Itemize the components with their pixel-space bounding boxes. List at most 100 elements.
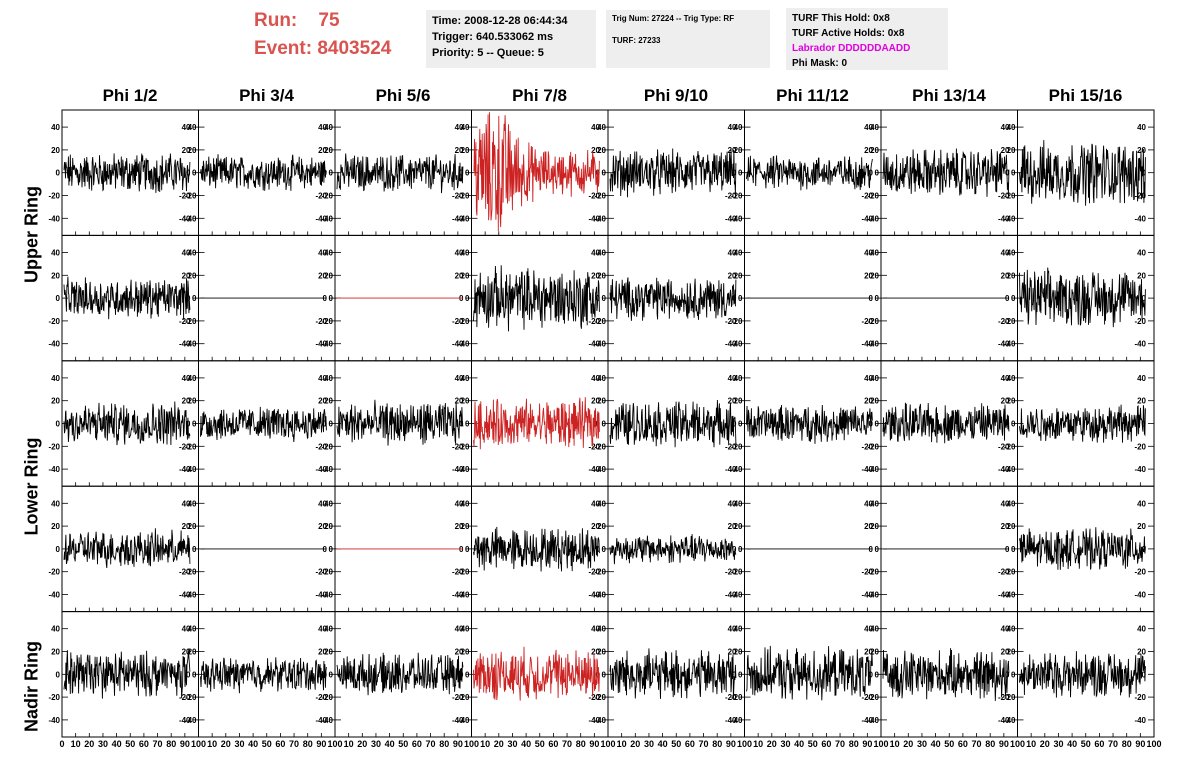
xtick-label: 90 xyxy=(316,739,326,749)
ytick-label-left: 0 xyxy=(192,169,197,178)
ytick-label-left: -40 xyxy=(185,716,197,725)
xtick-label: 20 xyxy=(221,739,231,749)
turf-active-holds-text: TURF Active Holds: 0x8 xyxy=(792,28,905,39)
ytick-label-right: -40 xyxy=(861,591,873,600)
ytick-label-left: 0 xyxy=(329,545,334,554)
trig-info-box: Trig Num: 27224 -- Trig Type: RF TURF: 2… xyxy=(606,10,770,68)
ytick-label-right: 20 xyxy=(182,648,191,657)
panel-r2-c6: -40 -20 0 20 40 -40 -20 0 20 40 xyxy=(731,234,882,362)
ytick-label-right: 40 xyxy=(864,249,873,258)
xtick-label: 30 xyxy=(780,739,790,749)
ytick-label-right: -20 xyxy=(179,568,191,577)
xtick-label: 60 xyxy=(548,739,558,749)
xtick-label: 60 xyxy=(139,739,149,749)
ytick-label-left: 0 xyxy=(329,420,334,429)
xtick-label: 40 xyxy=(112,739,122,749)
ytick-label-right: 20 xyxy=(455,271,464,280)
ytick-label-left: -20 xyxy=(731,568,743,577)
panel-r5-c7: -40 -20 0 20 40 -40 -20 0 20 40 xyxy=(867,611,1018,738)
ytick-label-right: 20 xyxy=(1137,522,1146,531)
waveform-trace xyxy=(1019,404,1146,443)
ytick-label-right: -40 xyxy=(725,214,737,223)
ytick-label-left: 20 xyxy=(324,146,333,155)
ytick-label-right: 0 xyxy=(323,294,328,303)
ytick-label-left: 20 xyxy=(51,397,60,406)
ytick-label-left: 0 xyxy=(1011,545,1016,554)
ytick-label-left: -40 xyxy=(321,214,333,223)
xtick-label: 80 xyxy=(712,739,722,749)
xtick-label: 50 xyxy=(262,739,272,749)
ytick-label-right: 40 xyxy=(318,499,327,508)
waveform-trace xyxy=(473,646,600,701)
ytick-label-right: 20 xyxy=(318,271,327,280)
ytick-label-right: 0 xyxy=(186,670,191,679)
ytick-label-left: -40 xyxy=(1004,214,1016,223)
waveform-trace xyxy=(473,112,600,232)
ytick-label-left: 0 xyxy=(465,670,470,679)
ytick-label-right: 20 xyxy=(1137,271,1146,280)
ytick-label-left: 40 xyxy=(324,249,333,258)
ytick-label-right: 40 xyxy=(1001,374,1010,383)
panel-r5-c1: -40 -20 0 20 40 -40 -20 0 20 40 xyxy=(48,611,199,738)
ytick-label-left: 0 xyxy=(738,294,743,303)
ytick-label-right: -40 xyxy=(725,340,737,349)
ytick-label-right: -40 xyxy=(725,591,737,600)
ytick-label-right: -20 xyxy=(452,317,464,326)
panel-r2-c2: -40 -20 0 20 40 -40 -20 0 20 40 xyxy=(185,234,336,362)
panel-r2-c5: -40 -20 0 20 40 -40 -20 0 20 40 xyxy=(594,234,745,362)
ytick-label-left: -40 xyxy=(731,591,743,600)
xtick-label: 100 xyxy=(873,739,888,749)
panel-r1-c8: -40 -20 0 20 40 -40 -20 0 20 40 xyxy=(1004,109,1155,236)
ytick-label-left: -20 xyxy=(731,442,743,451)
xtick-label: 20 xyxy=(84,739,94,749)
ytick-label-right: 0 xyxy=(1142,670,1147,679)
ytick-label-left: -40 xyxy=(185,340,197,349)
ytick-label-left: 0 xyxy=(602,420,607,429)
ytick-label-right: 0 xyxy=(186,169,191,178)
xtick-label: 90 xyxy=(589,739,599,749)
ytick-label-left: -20 xyxy=(321,693,333,702)
panel-r5-c3: -40 -20 0 20 40 -40 -20 0 20 40 xyxy=(321,611,472,738)
ytick-label-right: -20 xyxy=(588,317,600,326)
ytick-label-right: 40 xyxy=(728,374,737,383)
ytick-label-right: 0 xyxy=(1005,294,1010,303)
ytick-label-left: -40 xyxy=(594,591,606,600)
ytick-label-left: 20 xyxy=(597,648,606,657)
ytick-label-right: 40 xyxy=(864,499,873,508)
turf-info-box: TURF This Hold: 0x8 TURF Active Holds: 0… xyxy=(786,8,948,70)
ytick-label-right: -40 xyxy=(179,214,191,223)
ytick-label-left: 0 xyxy=(56,545,61,554)
ytick-label-left: 40 xyxy=(324,499,333,508)
phi-header-2: Phi 3/4 xyxy=(239,86,294,105)
ytick-label-right: -20 xyxy=(179,192,191,201)
ytick-label-right: 20 xyxy=(455,146,464,155)
ytick-label-left: 0 xyxy=(738,545,743,554)
ytick-label-right: -20 xyxy=(452,693,464,702)
ytick-label-left: -40 xyxy=(867,340,879,349)
ytick-label-left: 40 xyxy=(597,499,606,508)
turf-this-hold-text: TURF This Hold: 0x8 xyxy=(792,13,890,24)
phi-header-7: Phi 13/14 xyxy=(912,86,986,105)
ytick-label-left: 20 xyxy=(734,146,743,155)
ytick-label-right: -20 xyxy=(588,442,600,451)
ytick-label-left: 0 xyxy=(602,169,607,178)
ytick-label-left: -40 xyxy=(594,214,606,223)
xtick-label: 50 xyxy=(808,739,818,749)
panel-r4-c3: -40 -20 0 20 40 -40 -20 0 20 40 xyxy=(321,485,472,613)
xtick-label: 20 xyxy=(630,739,640,749)
xtick-label: 30 xyxy=(644,739,654,749)
phi-header-5: Phi 9/10 xyxy=(643,86,709,105)
ytick-label-left: -40 xyxy=(185,591,197,600)
ytick-label-right: 20 xyxy=(1001,146,1010,155)
ytick-label-left: -20 xyxy=(867,568,879,577)
ytick-label-left: -40 xyxy=(48,340,60,349)
xtick-label: 50 xyxy=(125,739,135,749)
ytick-label-left: 40 xyxy=(461,625,470,634)
ytick-label-left: -40 xyxy=(321,465,333,474)
ytick-label-left: 0 xyxy=(465,420,470,429)
ytick-label-right: -20 xyxy=(725,693,737,702)
xtick-label: 40 xyxy=(794,739,804,749)
panel-r2-c3: -40 -20 0 20 40 -40 -20 0 20 40 xyxy=(321,234,472,362)
ytick-label-left: 0 xyxy=(875,545,880,554)
